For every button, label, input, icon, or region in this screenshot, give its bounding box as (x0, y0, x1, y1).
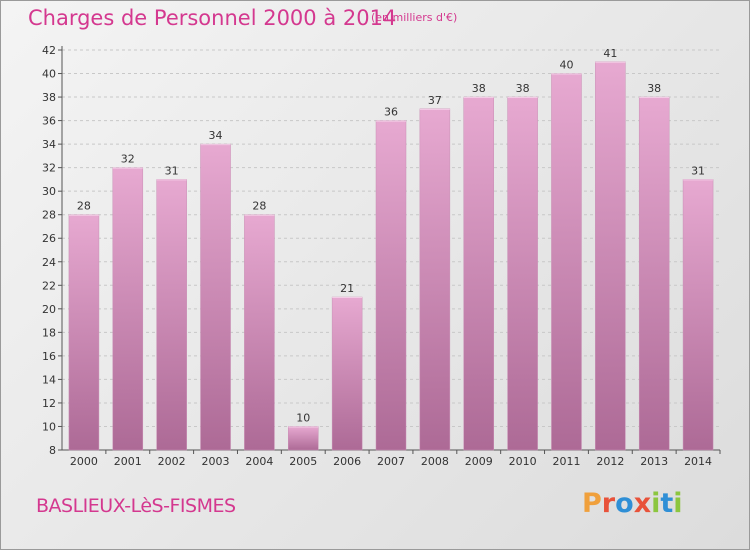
x-tick-label: 2003 (202, 455, 230, 468)
commune-name: BASLIEUX-LèS-FISMES (36, 495, 236, 517)
data-label: 38 (647, 82, 661, 95)
logo-letter: x (633, 488, 652, 519)
x-tick-label: 2006 (333, 455, 361, 468)
bar-2011 (551, 73, 582, 451)
x-tick-label: 2012 (596, 455, 624, 468)
data-label: 28 (252, 200, 266, 213)
y-tick-label: 16 (42, 350, 56, 363)
y-tick-label: 36 (42, 115, 56, 128)
axes: 8 10 12 14 16 18 20 22 24 26 28 30 32 34 36 38 40 42 2000 2… (42, 44, 721, 468)
logo-letter: P (582, 488, 602, 519)
y-tick-label: 34 (42, 138, 56, 151)
bar-2002 (156, 179, 187, 451)
data-labels: 28 32 31 34 28 10 21 36 37 38 38 40 41 38 31 (77, 47, 705, 425)
bar-2013 (638, 96, 670, 451)
bar-2007 (375, 120, 407, 451)
logo-letter: o (615, 488, 634, 519)
y-tick-label: 38 (42, 91, 56, 104)
y-tick-label: 14 (42, 373, 56, 386)
bar-2009 (463, 96, 494, 451)
x-tick-label: 2010 (509, 455, 537, 468)
proxiti-logo: Proxiti (582, 488, 683, 519)
x-tick-label: 2007 (377, 455, 405, 468)
data-label: 34 (209, 129, 223, 142)
y-tick-label: 8 (49, 444, 56, 457)
logo-letter: i (651, 488, 661, 519)
bar-2008 (419, 108, 451, 451)
y-tick-label: 12 (42, 397, 56, 410)
data-label: 41 (603, 47, 617, 60)
x-tick-label: 2008 (421, 455, 449, 468)
bar-2014 (682, 179, 714, 451)
bar-2012 (595, 61, 626, 451)
data-label: 10 (296, 411, 310, 424)
y-tick-label: 10 (42, 420, 56, 433)
x-tick-label: 2013 (640, 455, 668, 468)
y-tick-label: 18 (42, 326, 56, 339)
chart-subtitle: (en milliers d'€) (371, 11, 458, 24)
bar-2000 (68, 214, 100, 451)
data-label: 38 (516, 82, 530, 95)
y-tick-label: 42 (42, 44, 56, 57)
data-label: 36 (384, 106, 398, 119)
bar-2005 (288, 426, 319, 451)
y-tick-label: 30 (42, 185, 56, 198)
x-tick-label: 2011 (552, 455, 580, 468)
x-tick-label: 2005 (289, 455, 317, 468)
chart-title: Charges de Personnel 2000 à 2014 (28, 6, 397, 30)
data-label: 40 (559, 59, 573, 72)
x-tick-label: 2004 (245, 455, 273, 468)
data-label: 21 (340, 282, 354, 295)
y-tick-label: 24 (42, 256, 56, 269)
x-tick-label: 2002 (158, 455, 186, 468)
data-label: 28 (77, 200, 91, 213)
y-tick-label: 28 (42, 209, 56, 222)
bars (68, 61, 714, 451)
x-tick-label: 2000 (70, 455, 98, 468)
y-tick-label: 32 (42, 162, 56, 175)
logo-letter: i (673, 488, 683, 519)
x-tick-label: 2009 (465, 455, 493, 468)
data-label: 37 (428, 94, 442, 107)
bar-2010 (507, 96, 538, 451)
data-label: 31 (165, 164, 179, 177)
y-tick-label: 20 (42, 303, 56, 316)
bar-2003 (200, 143, 231, 451)
data-label: 31 (691, 164, 705, 177)
x-tick-label: 2001 (114, 455, 142, 468)
data-label: 32 (121, 153, 135, 166)
x-tick-label: 2014 (684, 455, 712, 468)
y-tick-label: 40 (42, 68, 56, 81)
bar-2001 (112, 167, 144, 451)
data-label: 38 (472, 82, 486, 95)
logo-letter: r (601, 488, 616, 519)
y-tick-label: 26 (42, 232, 56, 245)
logo-letter: t (660, 488, 674, 519)
y-tick-label: 22 (42, 279, 56, 292)
bar-2004 (244, 214, 275, 451)
bar-2006 (331, 296, 363, 451)
